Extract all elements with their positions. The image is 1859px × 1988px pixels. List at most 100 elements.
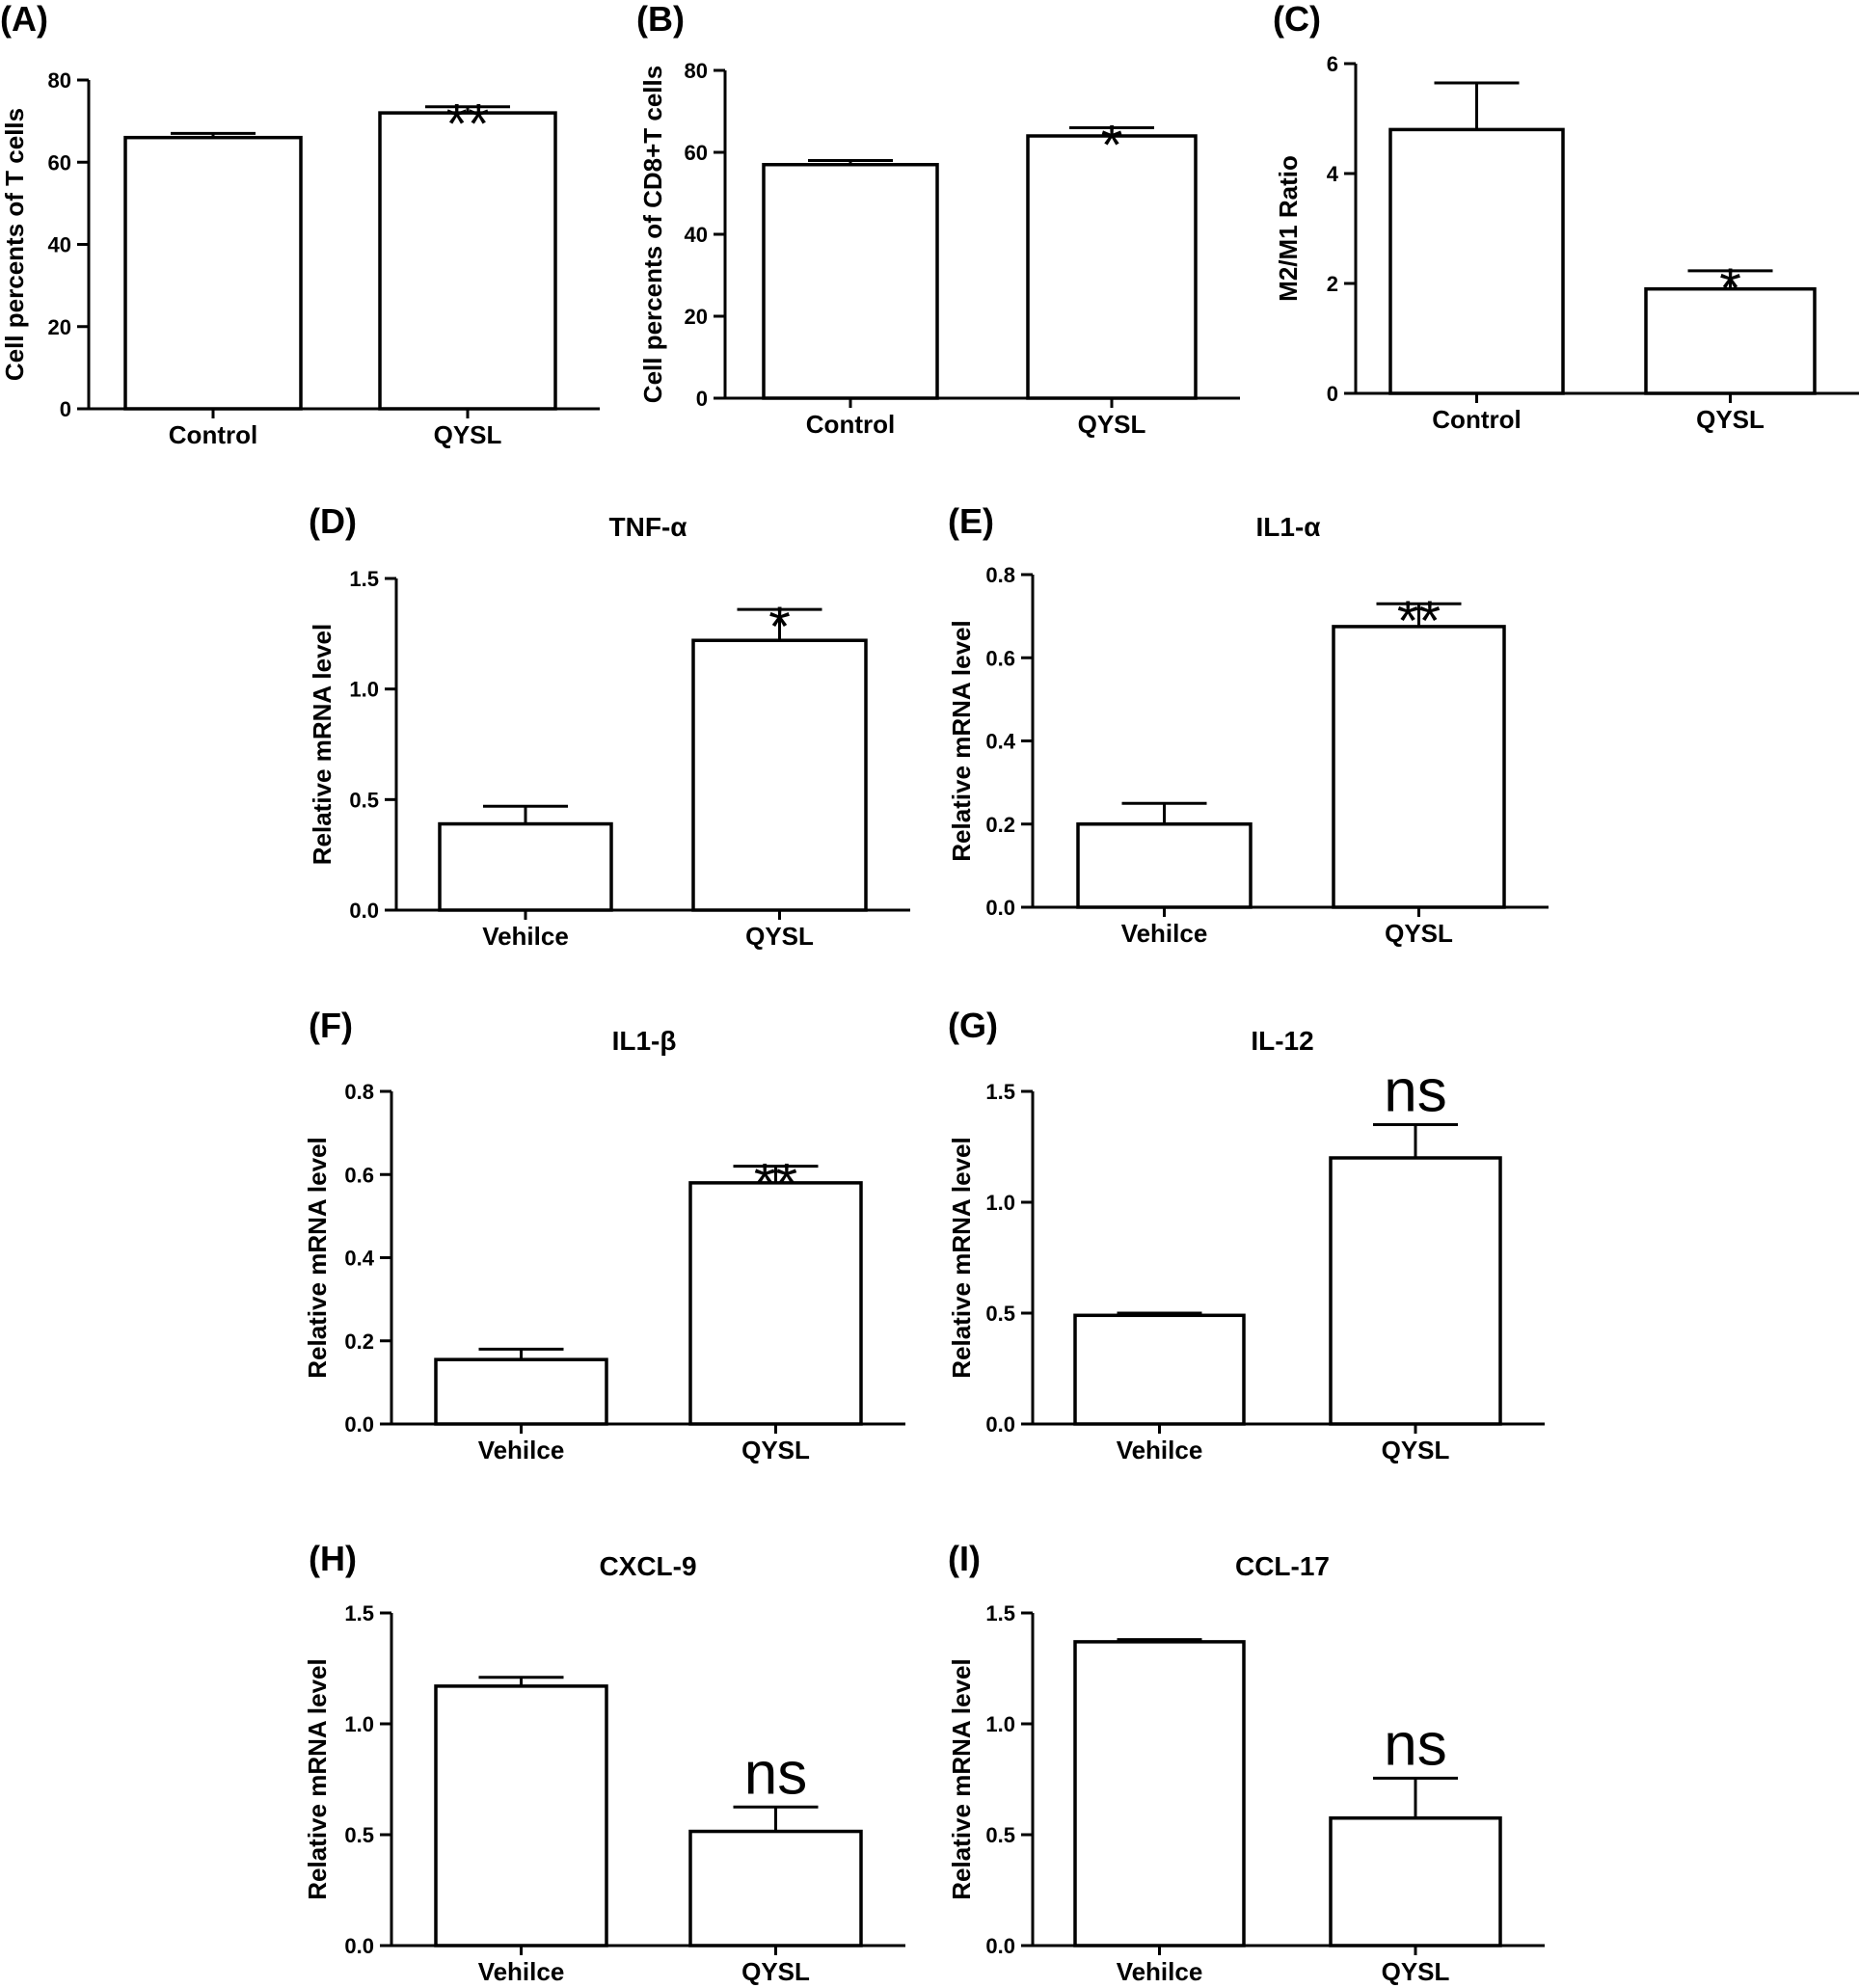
y-axis-label: Relative mRNA level (308, 624, 337, 865)
significance-marker: * (768, 596, 791, 658)
y-tick-label: 0.0 (344, 1412, 374, 1437)
y-tick-label: 0.0 (344, 1934, 374, 1958)
y-tick-label: 0 (1327, 382, 1338, 406)
chart-title: IL-12 (1251, 1026, 1313, 1056)
y-tick-label: 1.0 (985, 1191, 1015, 1215)
y-tick-label: 0.5 (985, 1823, 1015, 1847)
x-category-label: Vehilce (1121, 919, 1208, 948)
chart-panel-d: (D) TNF-α 0.0 0.5 1.0 1.5 Relative mRNA level V… (308, 501, 910, 951)
y-tick-label: 0.5 (985, 1302, 1015, 1326)
bar-qysl (378, 111, 557, 411)
y-axis-label: Relative mRNA level (947, 620, 976, 861)
bar-qysl (1329, 1156, 1502, 1426)
x-category-label: QYSL (1696, 405, 1765, 434)
chart-panel-b: (B) 0 20 40 60 80 Cell percents of CD8+T cells… (636, 0, 1240, 439)
bar-vehilce (1076, 822, 1253, 909)
chart-title: CCL-17 (1235, 1551, 1330, 1581)
significance-marker: ns (1384, 1059, 1446, 1125)
y-tick-label: 0.0 (985, 896, 1015, 920)
y-axis-label: Relative mRNA level (947, 1137, 976, 1378)
bar-vehilce (434, 1357, 608, 1426)
y-tick-label: 0.2 (985, 813, 1015, 837)
bar-control (1388, 127, 1565, 395)
y-tick-label: 1.5 (349, 567, 379, 591)
x-category-label: QYSL (434, 420, 502, 449)
x-category-label: QYSL (741, 1957, 810, 1986)
bar-vehilce (1073, 1313, 1246, 1426)
y-tick-label: 1.5 (985, 1601, 1015, 1625)
y-tick-label: 0.0 (985, 1412, 1015, 1437)
y-tick-label: 40 (685, 223, 708, 247)
panel-label: (I) (948, 1539, 981, 1578)
bar-control (123, 135, 303, 411)
chart-title: CXCL-9 (599, 1551, 696, 1581)
y-tick-label: 1.0 (344, 1712, 374, 1736)
y-tick-label: 20 (685, 305, 708, 329)
chart-panel-f: (F) IL1-β 0.0 0.2 0.4 0.6 0.8 Relative mRNA lev… (303, 1006, 905, 1464)
x-category-label: Vehilce (478, 1957, 565, 1986)
y-tick-label: 1.0 (349, 678, 379, 702)
y-tick-label: 2 (1327, 272, 1338, 296)
y-tick-label: 60 (685, 141, 708, 165)
panel-label: (H) (309, 1539, 357, 1578)
y-tick-label: 0 (60, 397, 71, 421)
x-category-label: Control (169, 420, 257, 449)
y-tick-label: 60 (48, 150, 71, 175)
x-category-label: QYSL (1382, 1436, 1450, 1464)
bar-vehilce (434, 1684, 608, 1948)
significance-marker: * (1719, 257, 1741, 320)
chart-title: IL1-β (612, 1026, 677, 1056)
y-tick-label: 0.8 (985, 563, 1015, 587)
significance-marker: * (1101, 115, 1123, 177)
significance-marker: ** (1397, 590, 1441, 653)
y-tick-label: 0.0 (985, 1934, 1015, 1958)
panel-label: (G) (948, 1006, 998, 1045)
x-category-label: QYSL (1382, 1957, 1450, 1986)
bar-vehilce (438, 821, 613, 912)
x-category-label: Vehilce (482, 922, 569, 951)
y-axis-label: Cell percents of CD8+T cells (638, 66, 667, 403)
y-tick-label: 0.5 (344, 1823, 374, 1847)
y-tick-label: 1.5 (344, 1601, 374, 1625)
y-tick-label: 0.6 (985, 646, 1015, 670)
bar-qysl (688, 1829, 863, 1948)
chart-panel-h: (H) CXCL-9 0.0 0.5 1.0 1.5 Relative mRNA level… (303, 1539, 905, 1986)
chart-panel-g: (G) IL-12 0.0 0.5 1.0 1.5 Relative mRNA level V… (947, 1006, 1545, 1464)
y-tick-label: 80 (48, 68, 71, 93)
x-category-label: QYSL (741, 1436, 810, 1464)
bar-qysl (1332, 625, 1506, 909)
x-category-label: Control (1432, 405, 1521, 434)
chart-panel-a: (A) 0 20 40 60 80 Cell percents of T cells Cont… (0, 0, 600, 449)
x-category-label: Vehilce (478, 1436, 565, 1464)
y-tick-label: 0.4 (344, 1247, 374, 1271)
x-category-label: Vehilce (1117, 1957, 1203, 1986)
panel-label: (E) (948, 501, 994, 541)
bar-vehilce (1073, 1640, 1246, 1948)
y-tick-label: 0.6 (344, 1163, 374, 1187)
y-axis-label: Relative mRNA level (947, 1658, 976, 1899)
x-category-label: QYSL (1385, 919, 1453, 948)
y-tick-label: 0.5 (349, 788, 379, 812)
chart-title: IL1-α (1256, 512, 1321, 542)
panel-label: (D) (309, 501, 357, 541)
x-category-label: Vehilce (1117, 1436, 1203, 1464)
significance-marker: ns (1384, 1711, 1446, 1778)
chart-title: TNF-α (609, 512, 687, 542)
y-tick-label: 4 (1327, 162, 1339, 186)
y-tick-label: 20 (48, 315, 71, 339)
y-axis-label: Relative mRNA level (303, 1658, 332, 1899)
panel-label: (B) (636, 0, 685, 39)
x-category-label: Control (806, 410, 895, 439)
y-tick-label: 0.2 (344, 1330, 374, 1354)
significance-marker: ** (754, 1153, 797, 1216)
chart-panel-c: (C) 0 2 4 6 M2/M1 Ratio Control QYSL * (1273, 0, 1859, 434)
y-tick-label: 6 (1327, 52, 1338, 76)
y-tick-label: 0.0 (349, 899, 379, 923)
y-axis-label: Cell percents of T cells (0, 108, 29, 381)
significance-marker: ** (445, 94, 489, 156)
y-tick-label: 1.0 (985, 1712, 1015, 1736)
bar-qysl (688, 1181, 863, 1426)
bar-qysl (691, 638, 868, 912)
y-axis-label: Relative mRNA level (303, 1137, 332, 1378)
bar-qysl (1026, 134, 1198, 400)
